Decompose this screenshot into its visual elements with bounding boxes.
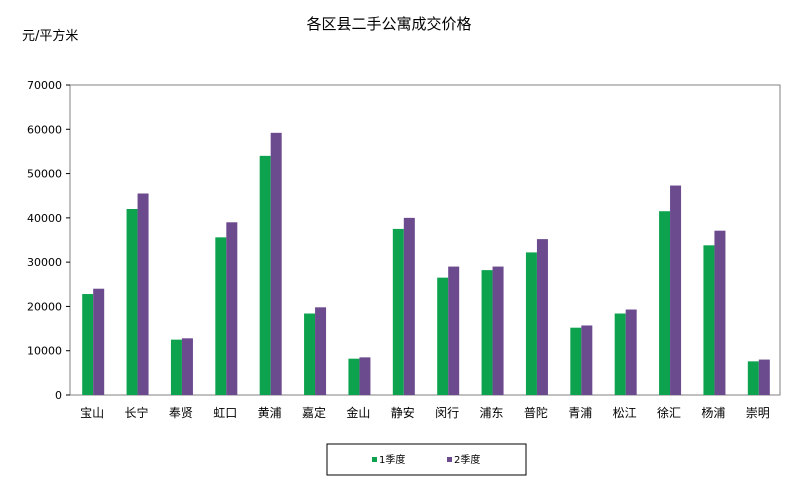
bar-series-2 [359, 357, 371, 395]
bar-series-1 [304, 313, 316, 395]
bar-series-1 [126, 209, 138, 395]
y-axis: 0 10000 20000 30000 40000 50000 60000 70000 [27, 79, 70, 402]
x-tick-label: 闵行 [435, 405, 459, 420]
bar-series-2 [181, 338, 193, 395]
bar-series-2 [137, 193, 149, 395]
legend-label-series-2: 2季度 [454, 453, 480, 466]
bar-series-1 [570, 327, 582, 395]
bar-series-2 [315, 307, 327, 395]
bar-series-2 [625, 309, 637, 395]
x-tick-label: 金山 [346, 405, 370, 420]
y-tick-label: 70000 [27, 79, 62, 92]
bar-series-2 [536, 239, 548, 395]
x-tick-label: 浦东 [480, 406, 504, 420]
x-tick-label: 普陀 [524, 405, 548, 420]
bar-series-1 [215, 237, 227, 395]
bar-series-2 [448, 266, 460, 395]
bar-series-2 [403, 217, 415, 395]
legend: 1季度 2季度 [326, 443, 527, 476]
y-tick-label: 60000 [27, 123, 62, 136]
bar-series-1 [259, 155, 271, 395]
bar-series-1 [170, 339, 182, 395]
bar-series-1 [82, 294, 94, 395]
bar-series-1 [392, 228, 404, 395]
legend-swatch-series-1 [372, 457, 377, 462]
x-tick-label: 徐汇 [657, 405, 681, 420]
x-tick-label: 嘉定 [302, 405, 326, 420]
bar-series-1 [747, 361, 759, 395]
bar-series-1 [659, 211, 671, 395]
bars-group [82, 132, 770, 396]
y-axis-label: 元/平方米 [22, 28, 78, 44]
bar-series-2 [270, 132, 282, 396]
bar-series-2 [714, 230, 726, 395]
x-tick-label: 黄浦 [258, 406, 282, 420]
y-tick-label: 0 [55, 389, 62, 402]
bar-series-2 [492, 266, 504, 395]
x-tick-label: 松江 [613, 406, 637, 420]
bar-series-1 [348, 358, 360, 395]
legend-swatch-series-2 [447, 457, 452, 462]
y-tick-label: 30000 [27, 256, 62, 269]
x-tick-label: 杨浦 [701, 405, 725, 420]
x-tick-label: 青浦 [568, 406, 592, 420]
x-tick-label: 宝山 [80, 406, 104, 420]
bar-series-2 [226, 222, 238, 395]
y-tick-label: 20000 [27, 300, 62, 313]
legend-frame [326, 443, 527, 476]
bar-series-2 [93, 288, 105, 395]
y-tick-label: 40000 [27, 212, 62, 225]
bar-series-2 [581, 325, 593, 395]
x-tick-label: 奉贤 [169, 406, 193, 420]
bar-series-1 [703, 245, 715, 395]
bar-series-2 [670, 185, 682, 395]
chart-title: 各区县二手公寓成交价格 [306, 15, 471, 33]
x-tick-label: 长宁 [125, 405, 149, 420]
bar-series-1 [525, 252, 537, 395]
bar-series-2 [758, 359, 770, 395]
x-tick-label: 崇明 [746, 406, 770, 420]
x-tick-label: 虹口 [213, 406, 237, 420]
bar-series-1 [614, 313, 626, 395]
x-axis: 宝山 长宁 奉贤 虹口 黄浦 嘉定 金山 静安 闵行 浦东 普陀 青浦 松江 徐汇 杨浦 崇明 [80, 405, 770, 420]
x-tick-label: 静安 [391, 405, 415, 420]
y-tick-label: 50000 [27, 168, 62, 181]
bar-series-1 [437, 277, 449, 395]
legend-label-series-1: 1季度 [379, 453, 405, 466]
y-tick-label: 10000 [27, 345, 62, 358]
bar-series-1 [481, 270, 493, 395]
